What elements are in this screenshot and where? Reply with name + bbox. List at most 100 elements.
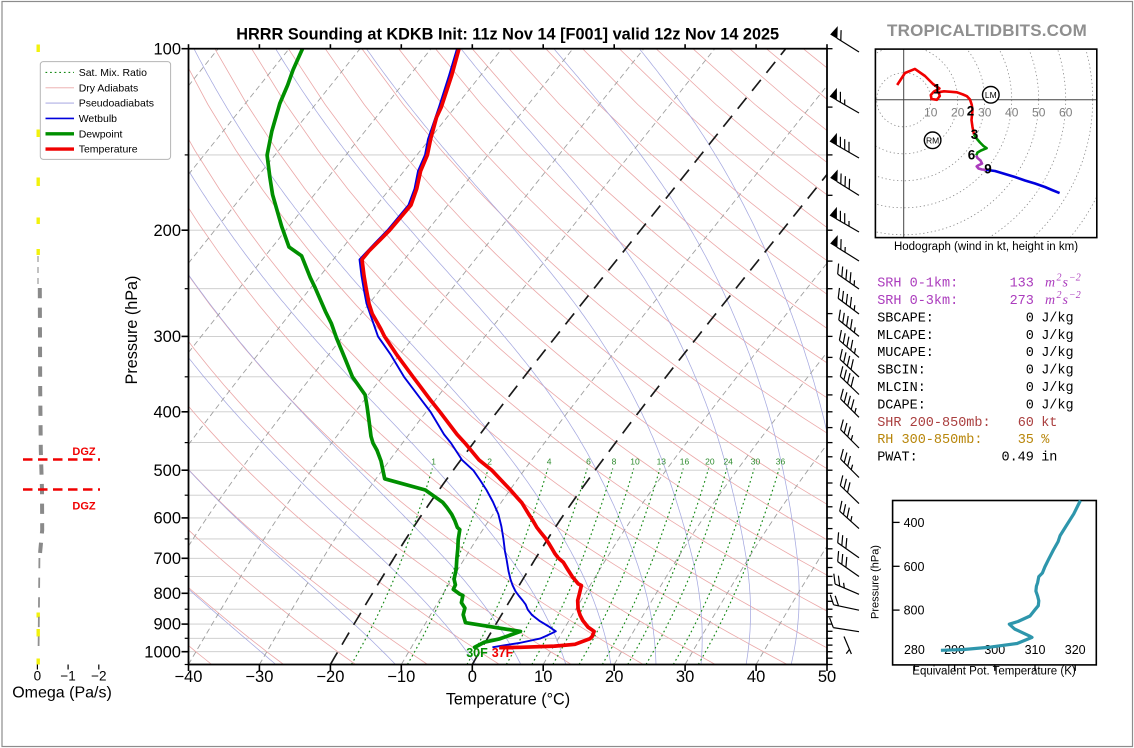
svg-text:273: 273 <box>1010 294 1034 309</box>
svg-text:600: 600 <box>153 510 181 528</box>
svg-text:320: 320 <box>1065 643 1086 657</box>
svg-text:s: s <box>1063 276 1069 291</box>
svg-text:280: 280 <box>904 643 925 657</box>
svg-text:0: 0 <box>1026 329 1034 344</box>
svg-text:m: m <box>1045 276 1055 291</box>
svg-text:J/kg: J/kg <box>1041 329 1073 344</box>
svg-text:Sat. Mix. Ratio: Sat. Mix. Ratio <box>79 67 147 79</box>
svg-text:−2: −2 <box>1069 290 1081 301</box>
svg-text:Wetbulb: Wetbulb <box>79 113 117 125</box>
svg-text:100: 100 <box>153 40 181 58</box>
svg-text:0: 0 <box>34 669 42 684</box>
svg-text:40: 40 <box>1005 106 1019 120</box>
svg-text:0.49: 0.49 <box>1001 451 1033 466</box>
svg-text:600: 600 <box>904 560 925 574</box>
svg-text:kt: kt <box>1041 416 1057 431</box>
svg-text:J/kg: J/kg <box>1041 398 1073 413</box>
svg-text:0: 0 <box>1026 381 1034 396</box>
svg-text:DCAPE:: DCAPE: <box>877 398 926 413</box>
svg-text:Dewpoint: Dewpoint <box>79 128 123 140</box>
svg-text:500: 500 <box>153 462 181 480</box>
svg-text:−10: −10 <box>387 668 415 686</box>
svg-text:−1: −1 <box>60 669 75 684</box>
svg-text:0: 0 <box>1026 398 1034 413</box>
svg-text:8: 8 <box>612 457 617 467</box>
svg-text:−2: −2 <box>91 669 106 684</box>
svg-text:3: 3 <box>971 127 979 142</box>
svg-text:s: s <box>1063 293 1069 308</box>
svg-text:J/kg: J/kg <box>1041 381 1073 396</box>
svg-text:Dry Adiabats: Dry Adiabats <box>79 82 139 94</box>
svg-text:DGZ: DGZ <box>72 501 96 513</box>
svg-text:16: 16 <box>680 457 690 467</box>
svg-text:50: 50 <box>818 668 836 686</box>
svg-text:SHR 200-850mb:: SHR 200-850mb: <box>877 416 990 431</box>
svg-text:2: 2 <box>1057 290 1062 301</box>
svg-text:J/kg: J/kg <box>1041 346 1073 361</box>
svg-text:J/kg: J/kg <box>1041 311 1073 326</box>
svg-text:400: 400 <box>153 403 181 421</box>
svg-text:in: in <box>1041 451 1057 466</box>
svg-text:20: 20 <box>951 106 965 120</box>
svg-text:30: 30 <box>978 106 992 120</box>
svg-text:TROPICALTIDBITS.COM: TROPICALTIDBITS.COM <box>887 21 1087 40</box>
svg-text:0: 0 <box>1026 346 1034 361</box>
svg-text:4: 4 <box>547 457 552 467</box>
svg-text:SBCAPE:: SBCAPE: <box>877 311 934 326</box>
svg-text:HRRR Sounding at KDKB Init: 11: HRRR Sounding at KDKB Init: 11z Nov 14 [… <box>236 26 779 44</box>
svg-text:1: 1 <box>933 82 941 97</box>
svg-text:Pressure (hPa): Pressure (hPa) <box>123 276 141 385</box>
svg-text:LM: LM <box>985 90 997 100</box>
svg-text:200: 200 <box>153 222 181 240</box>
svg-text:10: 10 <box>534 668 552 686</box>
svg-text:10: 10 <box>630 457 640 467</box>
svg-text:6: 6 <box>968 148 976 163</box>
svg-text:−30: −30 <box>245 668 273 686</box>
svg-text:m: m <box>1045 293 1055 308</box>
svg-text:50: 50 <box>1032 106 1046 120</box>
svg-text:24: 24 <box>723 457 733 467</box>
svg-text:6: 6 <box>586 457 591 467</box>
svg-text:0: 0 <box>1026 364 1034 379</box>
svg-text:36: 36 <box>776 457 786 467</box>
svg-text:RM: RM <box>926 135 939 145</box>
svg-text:Hodograph (wind in kt, height: Hodograph (wind in kt, height in km) <box>894 241 1078 253</box>
svg-text:2: 2 <box>967 104 975 119</box>
svg-text:−20: −20 <box>316 668 344 686</box>
svg-text:133: 133 <box>1010 277 1034 292</box>
svg-text:20: 20 <box>605 668 623 686</box>
svg-text:0: 0 <box>1026 311 1034 326</box>
svg-text:13: 13 <box>657 457 667 467</box>
svg-text:Temperature: Temperature <box>79 144 138 156</box>
svg-text:2: 2 <box>1057 273 1062 284</box>
svg-text:%: % <box>1041 433 1050 448</box>
svg-text:800: 800 <box>153 585 181 603</box>
svg-text:Omega (Pa/s): Omega (Pa/s) <box>12 685 112 702</box>
svg-text:J/kg: J/kg <box>1041 364 1073 379</box>
svg-text:10: 10 <box>924 106 938 120</box>
svg-text:35: 35 <box>1018 433 1034 448</box>
svg-text:−40: −40 <box>175 668 203 686</box>
svg-text:900: 900 <box>153 616 181 634</box>
svg-text:RH 300-850mb:: RH 300-850mb: <box>877 433 982 448</box>
svg-text:SRH 0-1km:: SRH 0-1km: <box>877 277 958 292</box>
svg-text:700: 700 <box>153 550 181 568</box>
svg-text:0: 0 <box>468 668 477 686</box>
svg-text:Temperature (°C): Temperature (°C) <box>446 691 570 709</box>
svg-text:310: 310 <box>1025 643 1046 657</box>
svg-text:Pseudoadiabats: Pseudoadiabats <box>79 98 154 110</box>
svg-text:30F: 30F <box>466 646 488 660</box>
svg-text:MUCAPE:: MUCAPE: <box>877 346 934 361</box>
svg-text:30: 30 <box>751 457 761 467</box>
svg-text:DGZ: DGZ <box>72 446 96 458</box>
svg-text:2: 2 <box>487 457 492 467</box>
svg-text:800: 800 <box>904 604 925 618</box>
svg-text:20: 20 <box>705 457 715 467</box>
svg-text:PWAT:: PWAT: <box>877 451 918 466</box>
svg-text:SRH 0-3km:: SRH 0-3km: <box>877 294 958 309</box>
svg-text:300: 300 <box>153 328 181 346</box>
svg-text:Pressure (hPa): Pressure (hPa) <box>870 545 882 619</box>
svg-text:−2: −2 <box>1069 273 1081 284</box>
svg-text:MLCIN:: MLCIN: <box>877 381 926 396</box>
svg-text:400: 400 <box>904 516 925 530</box>
